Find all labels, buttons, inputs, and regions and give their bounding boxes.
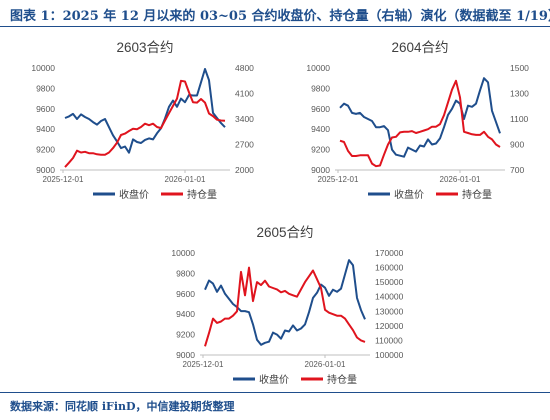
chart-2604: 2604合约 10000 9800 9600 9400 9200 9000 1500 1300 1… (306, 40, 529, 201)
series-line-close (64, 68, 226, 154)
y-left-tick-label: 9400 (311, 124, 330, 134)
y-left-tick-label: 9800 (311, 83, 330, 93)
y-left-tick-label: 9800 (176, 268, 195, 278)
y-left-tick-label: 10000 (306, 63, 330, 73)
y-right-tick-label: 160000 (375, 263, 404, 273)
source-note: 数据来源：同花顺 iFinD，中信建投期货整理 (10, 400, 235, 413)
y-left-tick-label: 9800 (36, 83, 55, 93)
y-right-tick-label: 3400 (235, 114, 254, 124)
series-line-oi (64, 79, 226, 168)
y-left-tick-label: 9200 (311, 145, 330, 155)
y-right-tick-label: 120000 (375, 321, 404, 331)
y-right-tick-label: 110000 (375, 335, 403, 345)
x-tick-label: 2025-12-01 (43, 175, 84, 184)
legend-label-close: 收盘价 (259, 373, 289, 386)
y-right-tick-label: 1300 (510, 89, 529, 99)
series-line-close (339, 77, 501, 158)
legend-label-oi: 持仓量 (327, 373, 357, 386)
y-left-tick-label: 9000 (176, 350, 195, 360)
chart-title: 2603合约 (116, 40, 173, 55)
legend-label-close: 收盘价 (394, 188, 424, 201)
y-right-tick-label: 900 (510, 140, 524, 150)
y-right-tick-label: 4800 (235, 63, 254, 73)
y-right-tick-label: 100000 (375, 350, 404, 360)
y-right-tick-label: 700 (510, 165, 524, 175)
chart-title: 2604合约 (391, 40, 448, 55)
chart-2605: 2605合约 10000 9800 9600 9400 9200 9000 170000 160… (171, 225, 404, 386)
y-right-tick-label: 1500 (510, 63, 529, 73)
series-line-oi (204, 266, 366, 347)
y-right-tick-label: 1100 (510, 114, 529, 124)
x-tick-label: 2025-12-01 (183, 360, 224, 369)
y-left-tick-label: 9600 (176, 289, 195, 299)
x-tick-label: 2026-01-01 (440, 175, 481, 184)
x-tick-label: 2025-12-01 (318, 175, 359, 184)
y-left-tick-label: 9200 (176, 330, 195, 340)
legend-label-oi: 持仓量 (462, 188, 492, 201)
legend-label-close: 收盘价 (119, 188, 149, 201)
chart-title: 2605合约 (256, 225, 313, 240)
y-left-tick-label: 9000 (36, 165, 55, 175)
figure-header: 图表 1：2025 年 12 月以来的 03~05 合约收盘价、持仓量（右轴）演… (0, 0, 550, 27)
y-right-tick-label: 4100 (235, 89, 254, 99)
y-left-tick-label: 10000 (171, 248, 195, 258)
series-line-oi (339, 79, 501, 168)
x-tick-label: 2026-01-01 (305, 360, 346, 369)
footer-rule (0, 392, 550, 393)
chart-2603: 2603合约 10000 9800 9600 9400 9200 9000 4800 4100 3… (31, 40, 254, 201)
y-left-tick-label: 9200 (36, 145, 55, 155)
y-right-tick-label: 140000 (375, 292, 404, 302)
y-right-tick-label: 130000 (375, 306, 404, 316)
y-left-tick-label: 9600 (36, 104, 55, 114)
y-left-tick-label: 9400 (176, 309, 195, 319)
series-line-close (204, 259, 366, 346)
y-right-tick-label: 2000 (235, 165, 254, 175)
y-right-tick-label: 150000 (375, 277, 404, 287)
y-left-tick-label: 10000 (31, 63, 55, 73)
legend-label-oi: 持仓量 (187, 188, 217, 201)
figure-title: 图表 1：2025 年 12 月以来的 03~05 合约收盘价、持仓量（右轴）演… (10, 9, 550, 24)
y-left-tick-label: 9000 (311, 165, 330, 175)
y-right-tick-label: 170000 (375, 248, 404, 258)
y-left-tick-label: 9400 (36, 124, 55, 134)
y-right-tick-label: 2700 (235, 140, 254, 150)
x-tick-label: 2026-01-01 (165, 175, 206, 184)
y-left-tick-label: 9600 (311, 104, 330, 114)
